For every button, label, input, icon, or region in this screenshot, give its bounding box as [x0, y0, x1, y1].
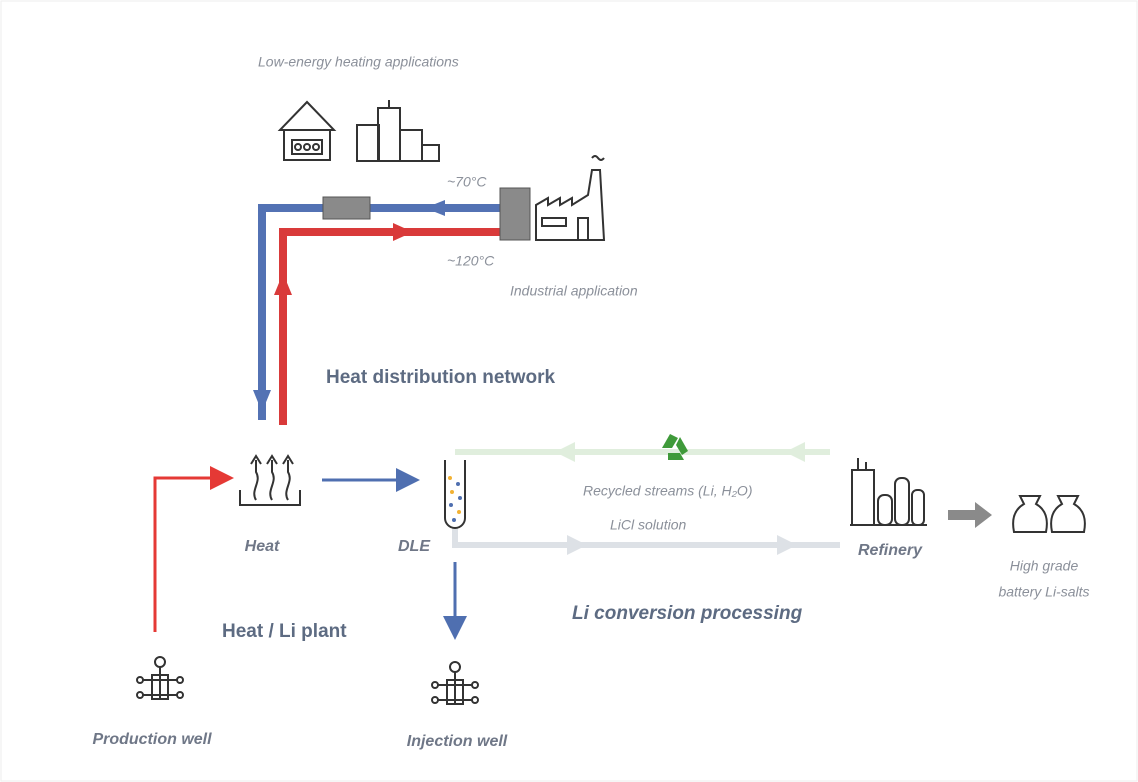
label: DLE	[398, 538, 431, 555]
label: Low-energy heating applications	[258, 54, 459, 70]
city-icon	[356, 100, 440, 162]
label: Heat	[245, 538, 280, 555]
arrow	[253, 390, 271, 412]
section-title: Heat / Li plant	[222, 621, 347, 642]
factory-icon	[535, 155, 606, 241]
dle-icon	[444, 460, 466, 529]
label: LiCl solution	[610, 517, 686, 533]
arrow	[393, 223, 413, 241]
salt-bags-icon	[1012, 495, 1086, 533]
licl-stream	[452, 525, 840, 548]
label: Refinery	[858, 542, 923, 559]
section-title: Heat distribution network	[326, 367, 556, 388]
section-title: Li conversion processing	[572, 603, 803, 624]
arrow	[425, 200, 445, 216]
heat-icon	[239, 454, 301, 506]
label: Production well	[92, 731, 212, 748]
label: Recycled streams (Li, H₂O)	[583, 483, 752, 499]
heat-exchanger	[499, 187, 531, 241]
injection-well-icon	[431, 661, 479, 705]
label: Industrial application	[510, 283, 638, 299]
red-pipe	[279, 228, 500, 425]
label: High grade	[1010, 558, 1079, 574]
recycle-icon	[662, 434, 688, 460]
production-flow	[153, 466, 234, 632]
heat-exchanger	[322, 196, 371, 220]
blue-pipe	[258, 204, 500, 420]
refinery-icon	[850, 458, 927, 526]
greenhouse-icon	[277, 100, 337, 161]
block-arrow	[948, 502, 992, 528]
label: ~120°C	[447, 253, 495, 269]
label: battery Li-salts	[998, 584, 1089, 600]
arrow	[274, 273, 292, 295]
label: ~70°C	[447, 174, 487, 190]
label: Injection well	[407, 733, 508, 750]
production-well-icon	[136, 656, 184, 700]
